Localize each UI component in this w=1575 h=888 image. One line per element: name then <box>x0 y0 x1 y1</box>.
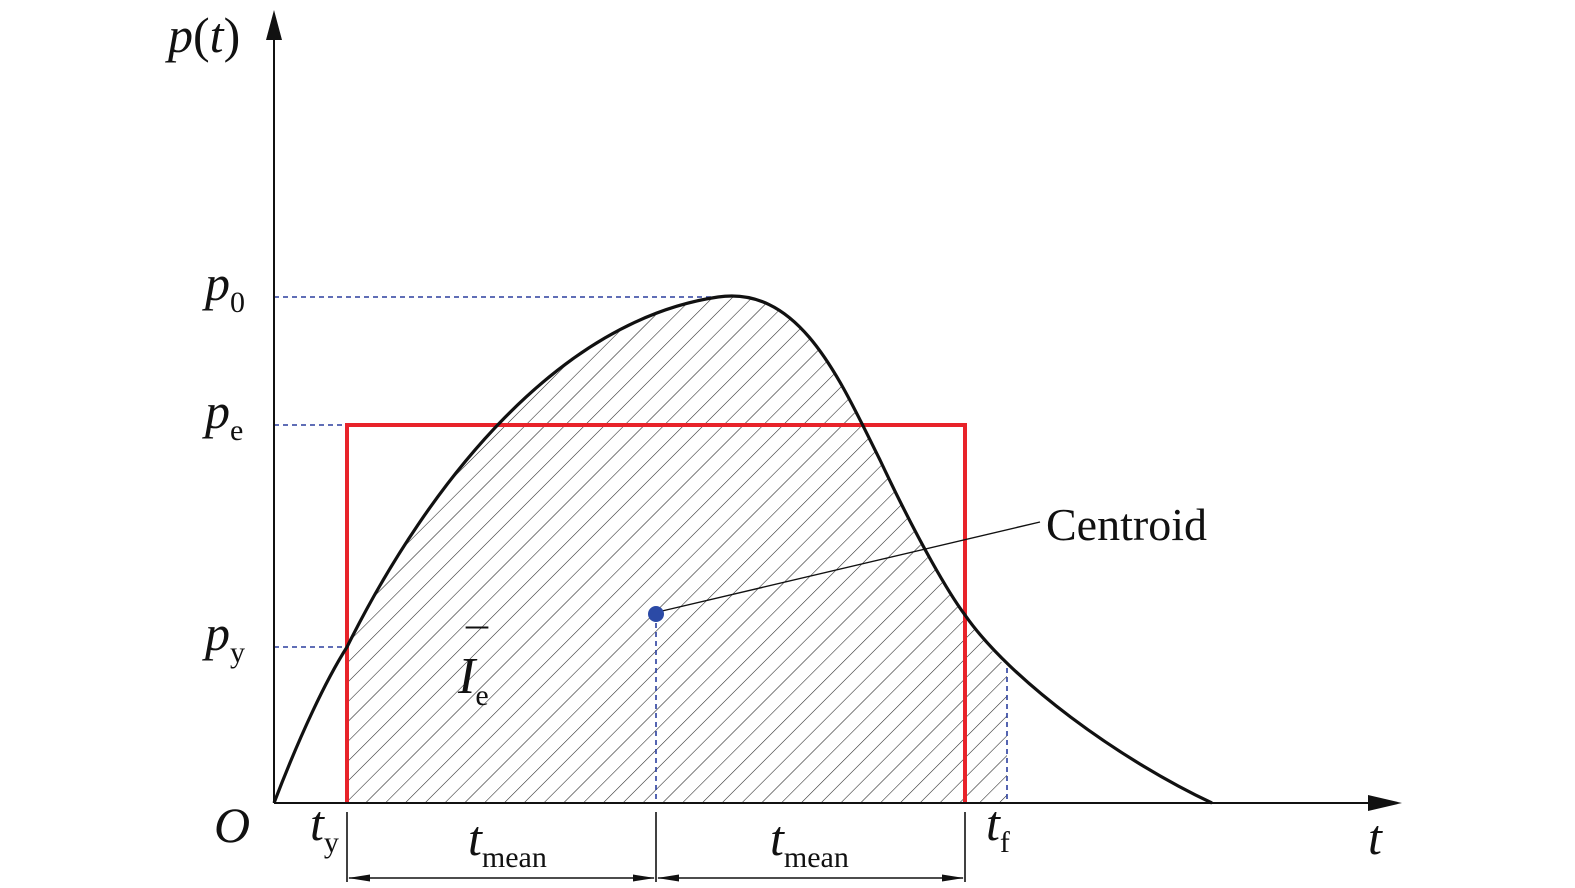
x-axis-arrow-icon <box>1368 795 1402 811</box>
x-tick-tf-main: t <box>986 795 1001 851</box>
y-axis-label-t: t <box>210 7 225 63</box>
interval-label-right: tmean <box>770 810 849 874</box>
y-tick-p0-main: p <box>202 255 230 311</box>
y-tick-p0: p0 <box>202 255 245 319</box>
pressure-curve <box>272 294 1213 805</box>
interval-right-sub: mean <box>784 841 849 874</box>
x-tick-tf-sub: f <box>1000 826 1010 859</box>
area-label-sub: e <box>475 679 488 712</box>
interval-right-main: t <box>770 810 785 866</box>
y-axis-label: p(t) <box>165 7 240 63</box>
y-tick-py: py <box>202 605 245 669</box>
y-tick-pe: pe <box>202 383 243 447</box>
y-tick-p0-sub: 0 <box>230 286 245 319</box>
interval-left-sub: mean <box>482 841 547 874</box>
x-tick-ty: ty <box>310 795 339 859</box>
y-tick-py-sub: y <box>230 636 245 669</box>
centroid-point <box>648 606 664 622</box>
area-label: Ie <box>457 648 489 712</box>
y-axis-arrow-icon <box>266 10 282 40</box>
x-tick-tf: tf <box>986 795 1010 859</box>
x-axis-label: t <box>1368 809 1383 865</box>
y-axis-label-p: p <box>165 7 193 63</box>
origin-label: O <box>214 797 250 853</box>
centroid-label: Centroid <box>1046 499 1207 550</box>
y-tick-pe-main: p <box>202 383 230 439</box>
hatched-impulse-area <box>347 295 1007 803</box>
x-tick-ty-sub: y <box>324 826 339 859</box>
y-axis-label-paren-open: ( <box>193 7 210 63</box>
centroid-leader-line <box>661 521 1041 612</box>
x-tick-ty-main: t <box>310 795 325 851</box>
y-axis-label-paren-close: ) <box>224 7 241 63</box>
interval-left-main: t <box>468 810 483 866</box>
area-label-bar: ¯ <box>465 621 489 670</box>
interval-label-left: tmean <box>468 810 547 874</box>
y-tick-pe-sub: e <box>230 414 243 447</box>
y-tick-py-main: p <box>202 605 230 661</box>
area-label-main: I <box>457 648 478 705</box>
